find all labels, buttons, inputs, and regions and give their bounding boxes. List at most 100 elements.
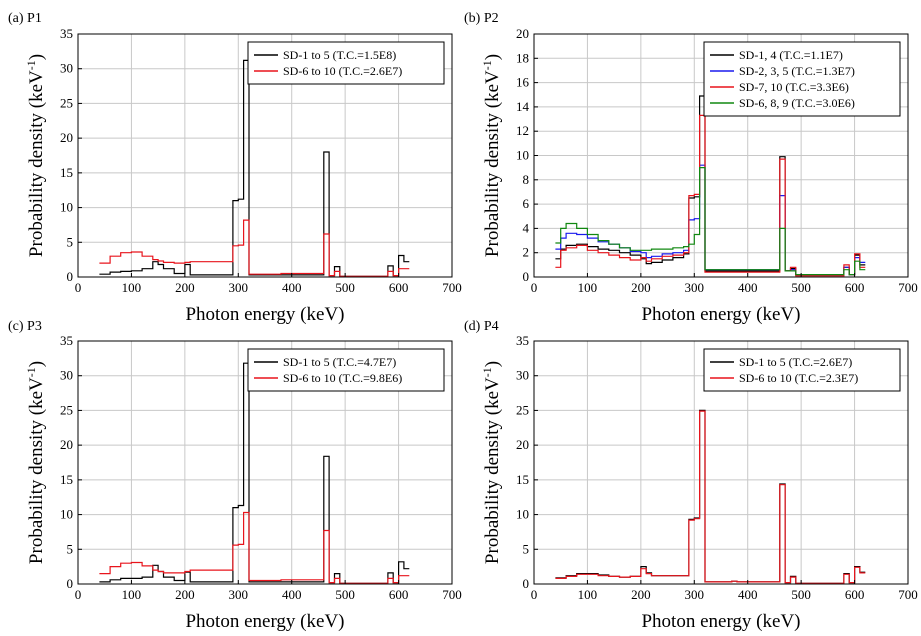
x-tick-label: 400 (738, 280, 758, 295)
legend-entry: SD-1 to 5 (T.C.=4.7E7) (283, 355, 396, 369)
x-tick-label: 300 (685, 280, 705, 295)
y-tick-label: 2 (523, 245, 530, 260)
y-tick-label: 18 (516, 50, 529, 65)
series-line-1 (99, 362, 410, 584)
x-tick-label: 400 (282, 280, 302, 295)
x-tick-label: 600 (389, 587, 409, 602)
y-tick-label: 30 (60, 368, 73, 383)
y-tick-label: 10 (516, 148, 529, 163)
plot-frame (77, 340, 453, 585)
y-axis-label: Probability density (keV-1) (24, 361, 47, 564)
y-tick-label: 30 (516, 368, 529, 383)
series-line-2 (99, 511, 410, 584)
panel-label: (d) P4 (464, 319, 499, 334)
legend-entry: SD-2, 3, 5 (T.C.=1.3E7) (739, 64, 855, 78)
y-axis-label: Probability density (keV-1) (24, 54, 47, 257)
y-tick-label: 35 (516, 333, 529, 348)
x-tick-label: 400 (282, 587, 302, 602)
y-tick-label: 10 (60, 507, 73, 522)
legend-box (703, 41, 901, 117)
series-line-2 (555, 410, 866, 584)
legend-entry: SD-1 to 5 (T.C.=2.6E7) (739, 355, 852, 369)
legend-box (247, 348, 445, 392)
y-tick-label: 20 (60, 437, 73, 452)
legend-box (247, 41, 445, 85)
y-tick-label: 5 (67, 234, 74, 249)
y-tick-label: 8 (523, 172, 530, 187)
x-tick-label: 0 (531, 587, 538, 602)
y-axis-label-end: ) (482, 54, 503, 60)
legend: SD-1 to 5 (T.C.=2.6E7) SD-6 to 10 (T.C.=2… (703, 348, 901, 392)
y-tick-label: 12 (516, 123, 529, 138)
y-tick-label: 30 (60, 61, 73, 76)
panel-label: (b) P2 (464, 11, 499, 26)
x-tick-label: 400 (738, 587, 758, 602)
x-axis-label: Photon energy (keV) (641, 611, 800, 632)
series-line-2 (555, 164, 866, 276)
x-tick-label: 100 (578, 280, 598, 295)
y-tick-label: 5 (523, 541, 530, 556)
plot-frame (77, 33, 453, 278)
y-tick-label: 25 (60, 95, 73, 110)
panel-label: (a) P1 (8, 11, 42, 26)
x-tick-label: 700 (442, 280, 462, 295)
series-line-2 (99, 219, 410, 277)
y-axis-label-sup: -1 (480, 367, 494, 377)
y-axis-label-main: Probability density (keV (482, 377, 503, 564)
y-tick-label: 25 (516, 402, 529, 417)
y-tick-label: 10 (60, 200, 73, 215)
x-tick-label: 600 (845, 280, 865, 295)
series-line-3 (555, 114, 866, 277)
y-tick-label: 16 (516, 75, 530, 90)
y-tick-label: 6 (523, 196, 530, 211)
y-tick-label: 0 (523, 576, 530, 591)
x-tick-label: 300 (229, 280, 249, 295)
y-axis-label-end: ) (26, 54, 47, 60)
x-tick-label: 100 (578, 587, 598, 602)
y-axis-label-sup: -1 (24, 60, 38, 70)
x-tick-label: 200 (631, 280, 651, 295)
series-line-4 (555, 167, 866, 276)
x-tick-label: 200 (175, 280, 195, 295)
y-tick-label: 35 (60, 333, 73, 348)
x-tick-label: 300 (229, 587, 249, 602)
legend-entry: SD-1, 4 (T.C.=1.1E7) (739, 48, 843, 62)
legend-entry: SD-6, 8, 9 (T.C.=3.0E6) (739, 96, 855, 110)
x-tick-label: 700 (442, 587, 462, 602)
legend: SD-1 to 5 (T.C.=4.7E7) SD-6 to 10 (T.C.=9… (247, 348, 445, 392)
legend-entry: SD-6 to 10 (T.C.=2.6E7) (283, 64, 402, 78)
x-tick-label: 600 (845, 587, 865, 602)
legend-entry: SD-7, 10 (T.C.=3.3E6) (739, 80, 849, 94)
panel-label: (c) P3 (8, 319, 42, 334)
x-tick-label: 700 (898, 587, 918, 602)
series-line-1 (99, 59, 410, 277)
chart-panel-2: (b) P2 0 100 200 300 400 500 600 700 0 2 4 6 8 10 12 14 1… (464, 11, 918, 325)
legend: SD-1 to 5 (T.C.=1.5E8) SD-6 to 10 (T.C.=2… (247, 41, 445, 85)
x-tick-label: 500 (791, 280, 811, 295)
x-tick-label: 200 (631, 587, 651, 602)
x-axis-label: Photon energy (keV) (641, 304, 800, 325)
y-tick-label: 10 (516, 507, 529, 522)
x-tick-label: 200 (175, 587, 195, 602)
y-axis-label: Probability density (keV-1) (480, 361, 503, 564)
y-tick-label: 0 (523, 269, 530, 284)
x-axis-label: Photon energy (keV) (185, 611, 344, 632)
y-tick-label: 5 (67, 541, 74, 556)
x-tick-label: 700 (898, 280, 918, 295)
x-tick-label: 500 (791, 587, 811, 602)
y-tick-label: 15 (516, 472, 529, 487)
y-tick-label: 0 (67, 269, 74, 284)
y-axis-label: Probability density (keV-1) (480, 54, 503, 257)
y-tick-label: 15 (60, 165, 73, 180)
series-line-1 (555, 409, 866, 584)
x-tick-label: 100 (122, 587, 142, 602)
x-tick-label: 500 (335, 587, 355, 602)
y-axis-label-sup: -1 (480, 60, 494, 70)
chart-panel-4: (d) P4 0 100 200 300 400 500 600 700 0 5 10 15 20 25 30… (464, 319, 918, 632)
y-tick-label: 20 (516, 26, 529, 41)
y-tick-label: 14 (516, 99, 530, 114)
y-tick-label: 0 (67, 576, 74, 591)
y-tick-label: 4 (523, 220, 530, 235)
y-axis-label-sup: -1 (24, 367, 38, 377)
